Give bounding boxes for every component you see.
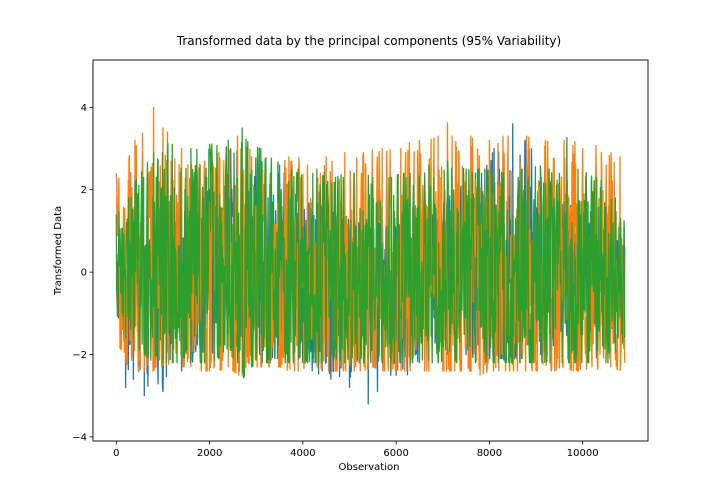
x-tick-label: 10000: [567, 448, 599, 459]
y-tick-label: 4: [81, 103, 87, 114]
x-tick-label: 4000: [290, 448, 315, 459]
chart-title: Transformed data by the principal compon…: [176, 34, 561, 48]
series-layer: [115, 106, 626, 405]
x-tick-label: 2000: [197, 448, 222, 459]
plot-frame: [92, 59, 649, 442]
y-axis-label: Transformed Data: [53, 206, 64, 296]
series-3-line: [115, 127, 626, 379]
x-tick-label: 6000: [383, 448, 408, 459]
y-tick-label: 0: [81, 268, 87, 279]
y-tick-label: −4: [72, 432, 87, 443]
y-axis: −4 −2 0 2 4: [72, 103, 93, 443]
x-axis: 0 2000 4000 6000 8000 10000: [113, 441, 599, 459]
x-tick-label: 0: [113, 448, 119, 459]
x-tick-label: 8000: [477, 448, 502, 459]
x-axis-label: Observation: [339, 462, 400, 473]
y-tick-label: −2: [72, 350, 87, 361]
y-tick-label: 2: [81, 185, 87, 196]
